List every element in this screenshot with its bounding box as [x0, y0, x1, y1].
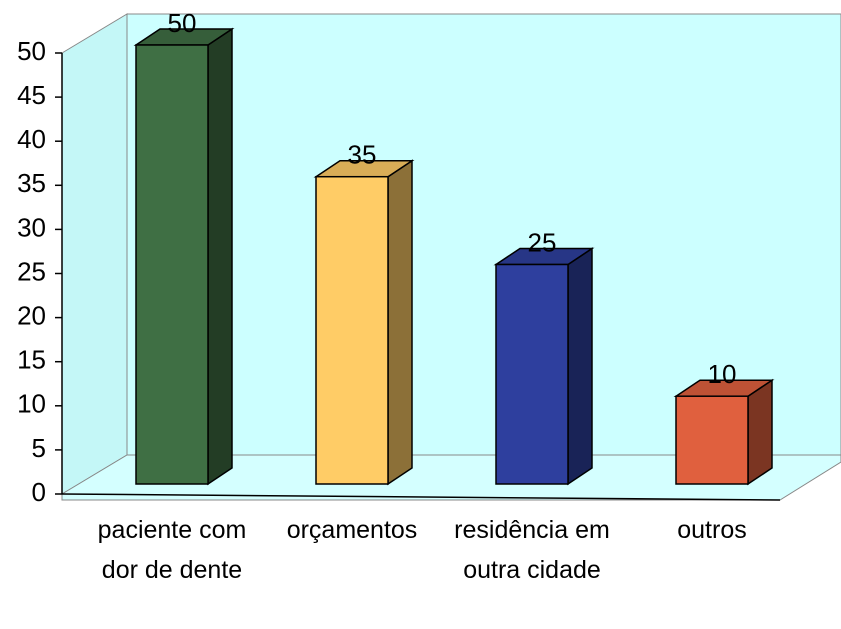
y-tick-label: 40 — [17, 124, 46, 154]
side-wall — [61, 13, 128, 495]
x-tick-label: orçamentos — [286, 516, 418, 544]
bar-front — [315, 175, 389, 485]
value-label: 35 — [348, 140, 377, 170]
x-tick-label: paciente com dor de dente — [97, 516, 247, 584]
bar-side — [207, 27, 233, 486]
y-tick-label: 5 — [32, 433, 46, 463]
value-label: 50 — [168, 8, 197, 38]
x-tick-label: residência em outra cidade — [454, 516, 610, 584]
y-tick-label: 15 — [17, 345, 46, 375]
floor — [61, 454, 841, 501]
bar-front — [495, 263, 569, 485]
x-axis — [61, 493, 781, 501]
y-tick-label: 45 — [17, 80, 46, 110]
y-tick-label: 20 — [17, 300, 46, 330]
bar-side — [387, 159, 413, 486]
y-tick-label: 25 — [17, 256, 46, 286]
value-label: 25 — [528, 227, 557, 257]
bar — [673, 378, 775, 486]
bar-front — [135, 44, 209, 485]
bar — [313, 159, 415, 486]
bar-side — [747, 378, 773, 486]
bar-side — [567, 247, 593, 486]
y-tick-label: 30 — [17, 212, 46, 242]
y-tick-label: 50 — [17, 36, 46, 66]
value-label: 10 — [708, 359, 737, 389]
x-tick-label: outros — [677, 516, 747, 544]
bar — [133, 27, 235, 486]
y-tick-label: 10 — [17, 389, 46, 419]
y-tick-label: 0 — [32, 477, 46, 507]
bar — [493, 247, 595, 486]
y-tick-label: 35 — [17, 168, 46, 198]
bar-front — [675, 395, 749, 485]
